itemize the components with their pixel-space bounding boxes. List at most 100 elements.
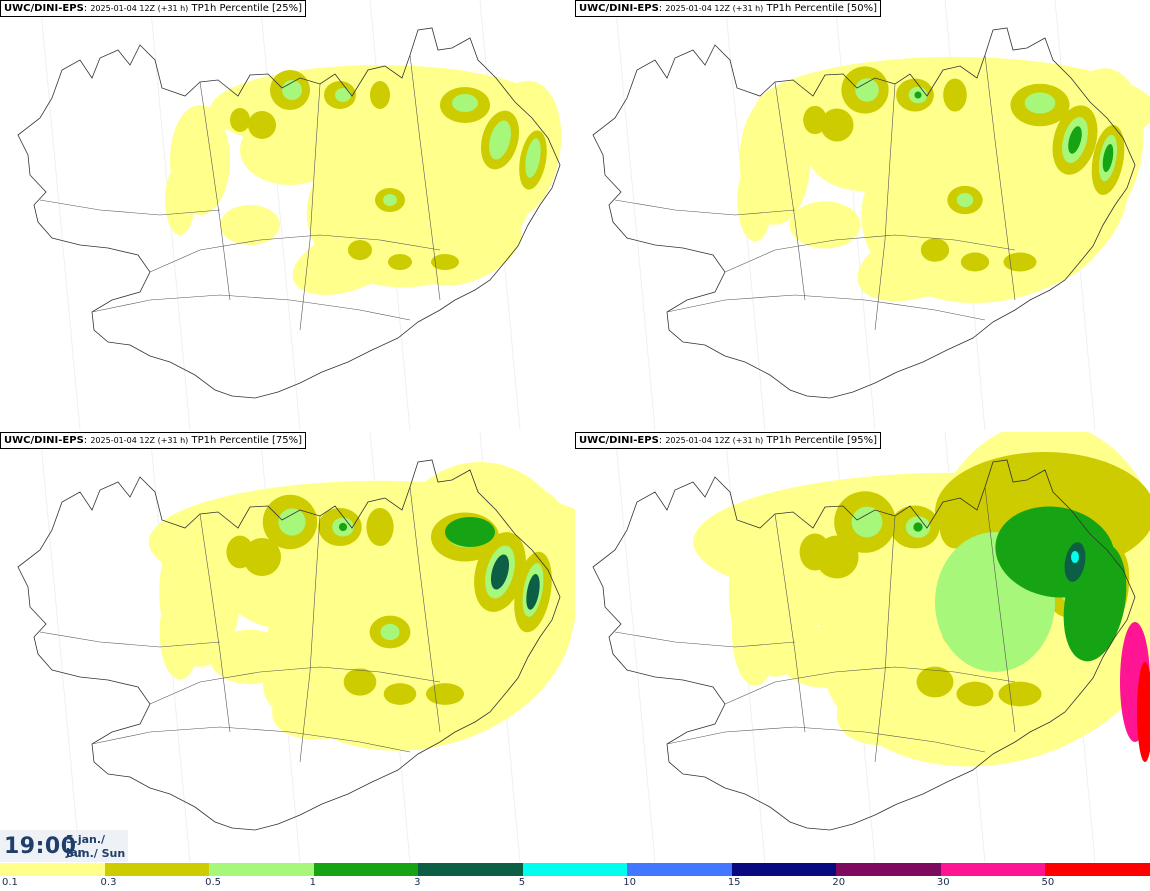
colorbar-tick-label: 0.1	[2, 877, 18, 888]
precip-area	[820, 108, 854, 142]
colorbar-tick-labels: 0.1 0.3 0.5 1 3 5 10 15 20 30 50	[0, 877, 1150, 891]
precip-area	[984, 207, 1106, 293]
panel-title: UWC/DINI-EPS: 2025-01-04 12Z (+31 h) TP1…	[0, 432, 307, 449]
map-panel-p25: UWC/DINI-EPS: 2025-01-04 12Z (+31 h) TP1…	[0, 0, 575, 430]
road-line	[149, 666, 441, 705]
panel-title: UWC/DINI-EPS: 2025-01-04 12Z (+31 h) TP1…	[575, 0, 882, 17]
precip-area	[943, 78, 967, 112]
colorbar-segment	[940, 863, 1046, 876]
valid-date-line1: 5.jan./ Jan	[66, 833, 106, 859]
precip-area	[916, 666, 954, 698]
precipitation-map	[17, 0, 562, 430]
colorbar-tick-label: 0.5	[205, 877, 221, 888]
precip-area	[490, 554, 510, 590]
precip-area	[380, 623, 400, 641]
precip-area	[220, 205, 280, 245]
colorbar-segment	[313, 863, 419, 876]
panel-title: UWC/DINI-EPS: 2025-01-04 12Z (+31 h) TP1…	[0, 0, 307, 17]
precip-area	[799, 533, 831, 571]
road-line	[409, 54, 441, 301]
valid-date-line2: Sun./ Sun	[66, 847, 126, 860]
precip-area	[855, 78, 879, 102]
map-panel-p95: UWC/DINI-EPS: 2025-01-04 12Z (+31 h) TP1…	[575, 432, 1150, 862]
colorbar-tick-label: 20	[832, 877, 846, 888]
road-line	[724, 666, 1016, 705]
colorbar-segment	[104, 863, 210, 876]
colorbar-tick-label: 3	[414, 877, 421, 888]
precip-area	[278, 508, 306, 536]
precip-area	[913, 522, 923, 532]
colorbar-segment	[1045, 863, 1150, 876]
precipitation-map	[592, 0, 1150, 430]
map-panel-p50: UWC/DINI-EPS: 2025-01-04 12Z (+31 h) TP1…	[575, 0, 1150, 430]
road-line	[199, 513, 231, 733]
road-line	[39, 631, 221, 648]
precip-area	[230, 108, 250, 132]
coastline	[17, 27, 561, 399]
precip-area	[920, 238, 950, 262]
precip-area	[731, 578, 779, 686]
precip-area	[914, 91, 922, 99]
colorbar-tick-label: 10	[623, 877, 636, 888]
precip-area	[939, 505, 971, 549]
precip-area	[1102, 144, 1114, 172]
road-line	[984, 486, 1016, 733]
precipitation-colorbar	[0, 863, 1150, 876]
colorbar-tick-label: 30	[936, 877, 950, 888]
coastline	[592, 27, 1136, 399]
precip-area	[956, 192, 974, 208]
road-line	[874, 515, 896, 763]
colorbar-segment	[627, 863, 732, 876]
precip-area	[803, 105, 827, 135]
precip-area	[998, 681, 1042, 707]
road-line	[299, 83, 321, 331]
precip-area	[292, 225, 408, 295]
precipitation-map	[17, 432, 575, 862]
precip-area	[383, 683, 417, 705]
colorbar-tick-label: 1	[309, 877, 316, 888]
precip-area	[383, 194, 397, 206]
road-line	[149, 234, 441, 273]
precip-area	[1068, 126, 1082, 154]
precip-area	[1003, 252, 1037, 272]
colorbar-tick-label: 5	[518, 877, 526, 888]
road-line	[666, 726, 986, 753]
road-line	[409, 486, 441, 733]
road-line	[774, 81, 806, 301]
colorbar-segment	[418, 863, 523, 876]
precip-area	[1137, 662, 1150, 762]
road-line	[666, 294, 986, 321]
road-line	[91, 726, 411, 753]
precip-area	[282, 80, 302, 100]
road-line	[724, 234, 1016, 273]
map-panel-p75: UWC/DINI-EPS: 2025-01-04 12Z (+31 h) TP1…	[0, 432, 575, 862]
colorbar-tick-label: 15	[727, 877, 741, 888]
precip-area	[489, 120, 511, 160]
precip-area	[857, 218, 993, 302]
precip-area	[348, 240, 372, 260]
valid-time: 19:00	[4, 834, 77, 859]
precip-area	[789, 201, 861, 249]
colorbar-tick-label: 50	[1041, 877, 1055, 888]
precip-area	[525, 138, 541, 178]
precip-area	[388, 254, 412, 270]
road-line	[614, 631, 796, 648]
colorbar-segment	[209, 863, 314, 876]
precip-area	[960, 252, 990, 272]
precip-area	[1071, 551, 1079, 563]
road-line	[614, 199, 796, 216]
panel-title: UWC/DINI-EPS: 2025-01-04 12Z (+31 h) TP1…	[575, 432, 882, 449]
precip-area	[956, 681, 994, 707]
precip-area	[159, 584, 201, 680]
precip-area	[526, 574, 540, 610]
precip-area	[425, 683, 465, 705]
precip-area	[445, 517, 495, 547]
precip-area	[343, 668, 377, 696]
coastline	[592, 459, 1136, 831]
road-line	[774, 513, 806, 733]
colorbar-segment	[731, 863, 837, 876]
road-line	[39, 199, 221, 216]
colorbar-segment	[0, 863, 105, 876]
colorbar-segment	[836, 863, 941, 876]
road-line	[299, 515, 321, 763]
